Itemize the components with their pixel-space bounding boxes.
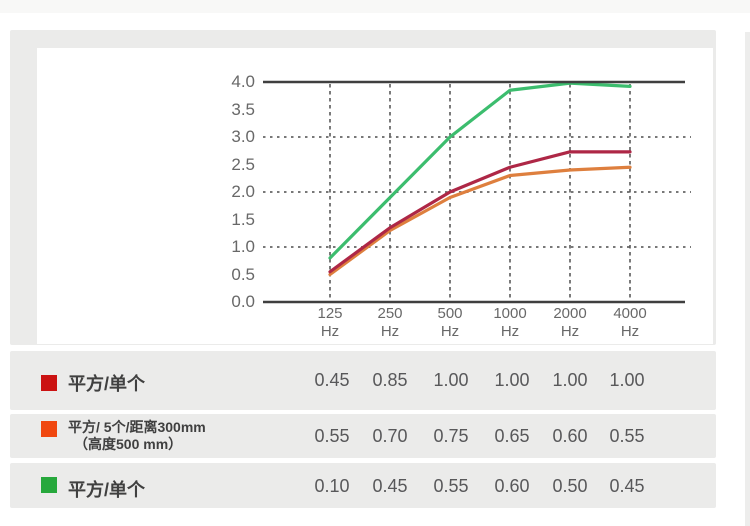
x-tick-label: 4000 Hz xyxy=(598,305,662,341)
table-value: 0.50 xyxy=(552,476,588,496)
series-label-text: 平方/单个 xyxy=(68,374,146,394)
x-tick-label: 250 Hz xyxy=(358,305,422,341)
y-tick-label: 2.5 xyxy=(231,154,255,174)
table-value: 0.85 xyxy=(372,370,408,390)
table-value: 0.65 xyxy=(494,426,530,446)
page-top-strip xyxy=(0,0,750,13)
table-row: 平方/单个 0.45 0.85 1.00 1.00 1.00 1.00 xyxy=(10,351,716,410)
series-label-subtext: （高度500 mm） xyxy=(74,436,183,452)
x-tick-frequency: 250 xyxy=(377,305,403,322)
x-tick-unit: Hz xyxy=(320,323,340,340)
table-value: 0.55 xyxy=(314,426,350,446)
y-tick-label: 3.0 xyxy=(231,127,255,146)
table-value: 0.45 xyxy=(609,476,645,496)
y-tick-label: 0.5 xyxy=(231,264,255,284)
series-line xyxy=(328,150,632,274)
x-tick-label: 2000 Hz xyxy=(538,305,602,341)
series-label: 平方/ 5个/距离300mm （高度500 mm） xyxy=(68,419,206,453)
y-tick-label: 4.0 xyxy=(231,72,255,91)
page-right-edge xyxy=(745,32,750,526)
table-value: 0.55 xyxy=(609,426,645,446)
table-value: 0.10 xyxy=(314,476,350,496)
x-tick-label: 1000 Hz xyxy=(478,305,542,341)
absorption-line-chart: 4.0 3.5 3.0 2.5 2.0 1.5 1.0 0.5 0.0 125 Hz 250 Hz 500… xyxy=(37,48,713,344)
table-value: 1.00 xyxy=(494,370,530,390)
table-value: 0.75 xyxy=(433,426,469,446)
series-color-swatch xyxy=(41,375,57,391)
x-tick-frequency: 4000 xyxy=(613,305,647,322)
series-label-text: 平方/ 5个/距离300mm xyxy=(68,419,206,435)
table-value: 0.55 xyxy=(433,476,469,496)
series-line xyxy=(328,165,632,277)
y-tick-label: 1.0 xyxy=(231,237,255,256)
series-color-swatch xyxy=(41,477,57,493)
x-tick-unit: Hz xyxy=(620,323,640,340)
table-value: 0.70 xyxy=(372,426,408,446)
x-tick-frequency: 500 xyxy=(437,305,463,322)
table-row: 平方/ 5个/距离300mm （高度500 mm） 0.55 0.70 0.75… xyxy=(10,414,716,458)
x-tick-label: 125 Hz xyxy=(298,305,362,341)
x-tick-unit: Hz xyxy=(500,323,520,340)
x-tick-unit: Hz xyxy=(380,323,400,340)
y-tick-label: 2.0 xyxy=(231,182,255,201)
series-label: 平方/单个 xyxy=(68,476,145,502)
x-tick-label: 500 Hz xyxy=(418,305,482,341)
y-tick-label: 1.5 xyxy=(231,209,255,229)
x-tick-unit: Hz xyxy=(440,323,460,340)
table-value: 1.00 xyxy=(433,370,469,390)
series-line xyxy=(328,81,632,260)
chart-canvas xyxy=(263,80,691,304)
x-tick-frequency: 2000 xyxy=(553,305,587,322)
x-tick-frequency: 125 xyxy=(317,305,343,322)
table-value: 0.45 xyxy=(314,370,350,390)
series-label: 平方/单个 xyxy=(68,370,145,396)
table-row: 平方/单个 0.10 0.45 0.55 0.60 0.50 0.45 xyxy=(10,463,716,508)
x-tick-frequency: 1000 xyxy=(493,305,527,322)
series-label-text: 平方/单个 xyxy=(68,480,146,500)
table-value: 0.60 xyxy=(494,476,530,496)
table-value: 1.00 xyxy=(609,370,645,390)
y-tick-label: 0.0 xyxy=(231,292,255,311)
table-value: 0.45 xyxy=(372,476,408,496)
table-value: 0.60 xyxy=(552,426,588,446)
x-tick-unit: Hz xyxy=(560,323,580,340)
series-color-swatch xyxy=(41,421,57,437)
table-value: 1.00 xyxy=(552,370,588,390)
y-tick-label: 3.5 xyxy=(231,99,255,119)
